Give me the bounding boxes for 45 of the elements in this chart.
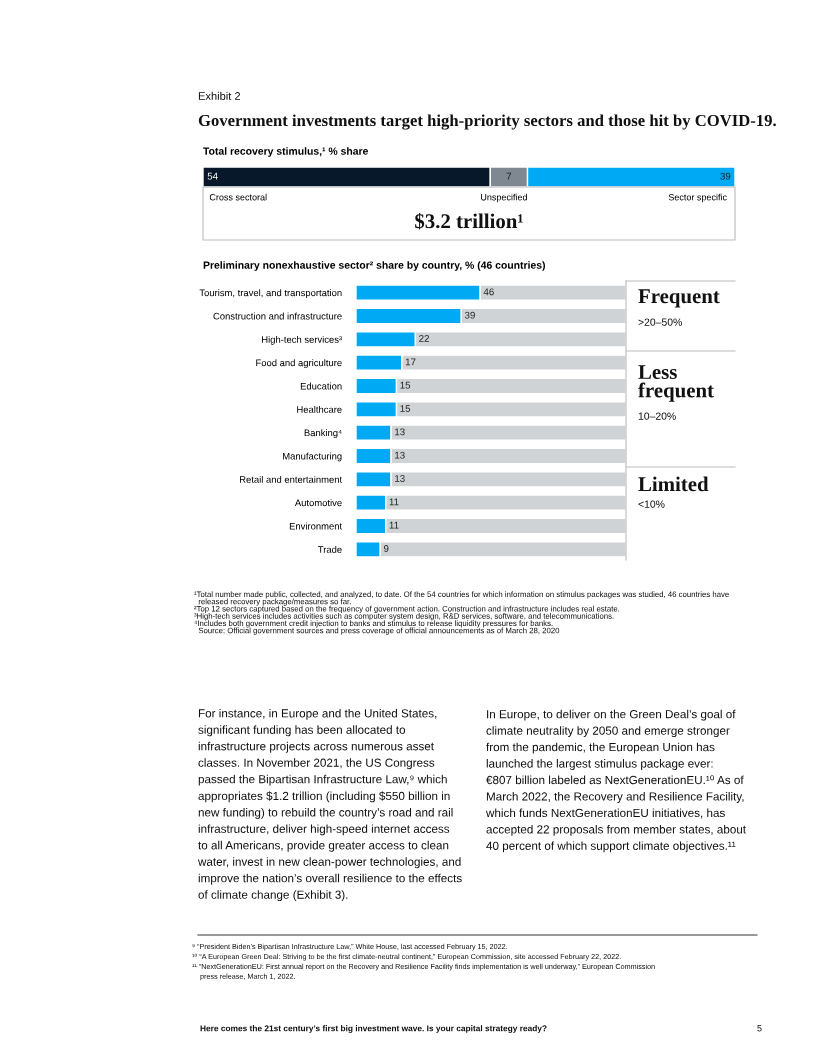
- data-label: 22: [419, 335, 429, 342]
- data-label: 13: [395, 451, 405, 459]
- data-label: 17: [405, 358, 416, 366]
- chart-title: Total recovery stimulus,¹ % share: [203, 147, 369, 157]
- text: <10%: [638, 500, 665, 508]
- data-label: 39: [464, 311, 475, 319]
- data-label: 7: [506, 172, 512, 180]
- y-tick-label: Environment: [289, 522, 343, 530]
- text: 5: [757, 1025, 762, 1032]
- series-label: Unspecified: [481, 193, 527, 203]
- y-tick-label: Food and agriculture: [256, 359, 342, 369]
- text: $3.2 trillion¹: [415, 212, 523, 230]
- data-label: 11: [389, 498, 399, 506]
- y-tick-label: Retail and entertainment: [239, 475, 343, 483]
- text: Exhibit 2: [198, 91, 241, 100]
- y-tick-label: Automotive: [294, 499, 342, 507]
- text: Frequent: [638, 289, 720, 308]
- text: Here comes the 21st century’s first big investment wave. Is your capital strategy ready?: [200, 1025, 547, 1033]
- text: Government investments target high-priority sectors and those hit by COVID-19.: [198, 114, 776, 130]
- data-label: 46: [483, 288, 494, 296]
- series-label: Sector specific: [668, 193, 727, 203]
- data-label: 39: [720, 172, 731, 180]
- data-label: 15: [400, 405, 411, 412]
- data-label: 15: [400, 381, 411, 389]
- data-label: 54: [207, 172, 218, 180]
- text: For instance, in Europe and the United States, significant funding has been allocated to infrastructure projects across numerous asset classes. In November 2021, the US Congress passed the Bipartisan Infrastructure Law,⁹ which appropriates $1.2 trillion (including $550 billion in new funding) to rebuild the country’s road and rail infrastructure, deliver high-speed internet access to all Americans, provide greater access to clean water, invest in new clean-power technologies, and improve the nation’s overall resilience to the effects of climate change (Exhibit 3).: [197, 708, 462, 902]
- y-tick-label: Education: [300, 382, 342, 390]
- data-label: 11: [389, 521, 399, 529]
- y-tick-label: High-tech services³: [262, 335, 342, 345]
- text: >20–50%: [638, 318, 682, 326]
- y-tick-label: Banking⁴: [304, 429, 342, 439]
- y-tick-label: Manufacturing: [283, 452, 342, 462]
- chart-title: Preliminary nonexhaustive sector² share by country, % (46 countries): [203, 261, 545, 271]
- text: Limited: [638, 476, 709, 492]
- y-tick-label: Tourism, travel, and transportation: [199, 289, 342, 299]
- y-tick-label: Trade: [318, 545, 342, 553]
- series-label: Cross sectoral: [209, 193, 267, 201]
- y-tick-label: Healthcare: [297, 405, 342, 413]
- y-tick-label: Construction and infrastructure: [213, 312, 342, 320]
- data-label: 13: [395, 428, 405, 436]
- data-label: 9: [384, 545, 389, 552]
- text: Less frequent: [638, 365, 714, 402]
- data-label: 13: [395, 475, 405, 482]
- text: In Europe, to deliver on the Green Deal’s goal of climate neutrality by 2050 and emerge stronger from the pandemic, the European Union has launched the largest stimulus package ever: €807 billion labeled as NextGenerationEU.¹⁰ As of March 2022, the Recovery and Resilience Facility, which funds NextGenerationEU initiatives, has accepted 22 proposals from member states, about 40 percent of which support climate objectives.¹¹: [485, 709, 746, 853]
- text: 10–20%: [638, 412, 676, 420]
